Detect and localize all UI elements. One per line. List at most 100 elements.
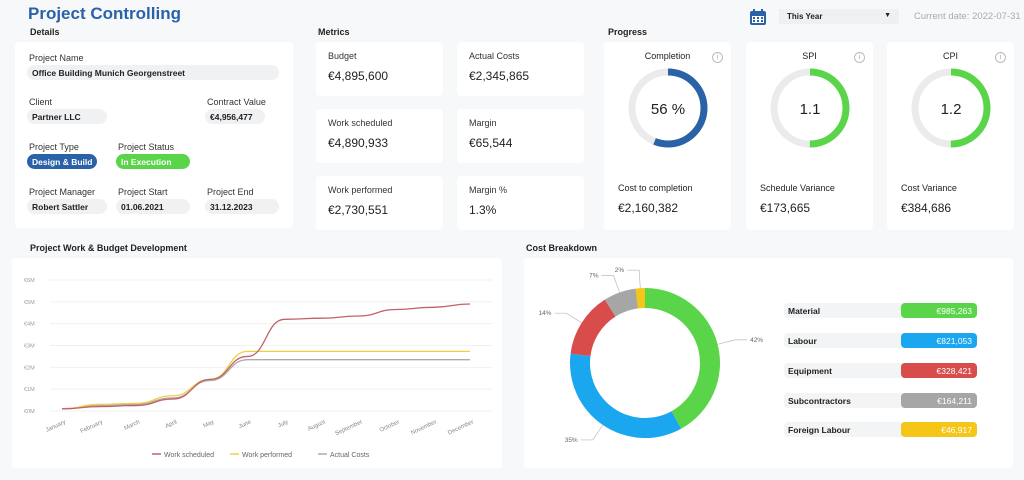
- gauge-value: 1.1: [800, 101, 821, 118]
- end-label: Project End: [207, 187, 254, 197]
- x-tick-label: July: [277, 419, 289, 429]
- metric-value: €4,890,933: [328, 136, 389, 150]
- metric-value: €4,895,600: [328, 69, 389, 83]
- metric-label: Margin %: [469, 185, 508, 195]
- x-tick-label: March: [123, 419, 141, 431]
- y-tick-label: €6M: [24, 278, 35, 284]
- progress-card: CPI i 1.2 Cost Variance €384,686: [887, 42, 1014, 230]
- donut-slice[interactable]: [635, 288, 645, 309]
- x-tick-label: September: [334, 419, 363, 437]
- gauge-value: 1.2: [941, 101, 962, 118]
- x-tick-label: October: [379, 419, 401, 433]
- contract-value-label: Contract Value: [207, 97, 266, 107]
- gauge-arc: [770, 68, 850, 148]
- cost-value-badge: €328,421: [901, 363, 977, 378]
- cost-value-badge: €164,211: [901, 393, 977, 408]
- project-name: Office Building Munich Georgenstreet: [27, 65, 279, 80]
- variance-value: €384,686: [901, 201, 952, 215]
- x-tick-label: May: [202, 419, 215, 429]
- series-line: [61, 359, 470, 410]
- slice-leader-line: [580, 424, 604, 441]
- current-date: Current date: 2022-07-31: [914, 11, 1021, 22]
- progress-label: Completion: [644, 51, 691, 61]
- client-label: Client: [29, 97, 53, 107]
- cost-category: Equipment: [788, 366, 832, 376]
- x-tick-label: January: [45, 419, 67, 433]
- cost-legend-row: Equipment €328,421: [784, 363, 977, 378]
- legend-label[interactable]: Work performed: [242, 452, 292, 459]
- line-chart-card: €0M €1M €2M €3M €4M €5M €6M January February Marc…: [12, 258, 502, 468]
- caret-down-icon: ▼: [884, 12, 891, 19]
- donut-slice[interactable]: [570, 353, 682, 439]
- metric-card: Margin % 1.3%: [457, 176, 584, 230]
- metric-value: €65,544: [469, 136, 513, 150]
- x-tick-label: August: [307, 419, 327, 432]
- y-tick-label: €5M: [24, 300, 35, 306]
- slice-leader-line: [554, 312, 582, 324]
- y-tick-label: €1M: [24, 387, 35, 393]
- calendar-icon[interactable]: [749, 8, 767, 26]
- start-date: 01.06.2021: [116, 199, 190, 214]
- cost-category: Material: [788, 306, 821, 316]
- metric-label: Work scheduled: [328, 118, 393, 128]
- manager-label: Project Manager: [29, 187, 96, 197]
- x-tick-label: November: [410, 419, 438, 436]
- period-select[interactable]: This Year ▼: [779, 9, 899, 24]
- variance-value: €2,160,382: [618, 201, 679, 215]
- metric-label: Margin: [469, 118, 497, 128]
- slice-percent-label: 7%: [589, 272, 599, 279]
- metric-label: Budget: [328, 51, 357, 61]
- donut-slice[interactable]: [645, 288, 720, 429]
- metric-value: 1.3%: [469, 203, 497, 217]
- gauge-value: 56 %: [651, 101, 685, 118]
- cost-legend-row: Subcontractors €164,211: [784, 393, 977, 408]
- progress-label: CPI: [942, 51, 958, 61]
- metric-card: Actual Costs €2,345,865: [457, 42, 584, 96]
- metric-card: Work performed €2,730,551: [316, 176, 443, 230]
- project-name-label: Project Name: [29, 53, 84, 63]
- info-icon[interactable]: i: [712, 52, 723, 63]
- info-icon[interactable]: i: [854, 52, 865, 63]
- x-tick-label: June: [238, 419, 253, 430]
- slice-leader-line: [717, 339, 748, 345]
- start-label: Project Start: [118, 187, 168, 197]
- cost-category: Foreign Labour: [788, 425, 851, 435]
- legend-label[interactable]: Work scheduled: [164, 452, 214, 459]
- line-chart-title: Project Work & Budget Development: [30, 243, 187, 253]
- cost-legend-row: Labour €821,053: [784, 333, 977, 348]
- cost-category: Labour: [788, 336, 817, 346]
- project-type-label: Project Type: [29, 142, 79, 152]
- progress-heading: Progress: [608, 27, 648, 37]
- info-icon[interactable]: i: [995, 52, 1006, 63]
- metric-card: Margin €65,544: [457, 109, 584, 163]
- variance-value: €173,665: [760, 201, 811, 215]
- donut-slice[interactable]: [570, 299, 616, 357]
- line-chart: €0M €1M €2M €3M €4M €5M €6M January February Marc…: [24, 278, 492, 459]
- slice-percent-label: 35%: [565, 437, 578, 444]
- slice-percent-label: 14%: [538, 310, 551, 317]
- y-tick-label: €2M: [24, 365, 35, 371]
- contract-value: €4,956,477: [205, 109, 265, 124]
- details-card: Project Name Office Building Munich Geor…: [15, 42, 293, 228]
- x-tick-label: February: [80, 419, 104, 435]
- cost-legend-row: Foreign Labour €46,917: [784, 422, 977, 437]
- metric-card: Budget €4,895,600: [316, 42, 443, 96]
- series-line: [61, 350, 470, 410]
- end-date: 31.12.2023: [205, 199, 279, 214]
- metric-value: €2,730,551: [328, 203, 389, 217]
- project-type-badge: Design & Build: [27, 154, 98, 169]
- y-tick-label: €0M: [24, 409, 35, 415]
- progress-card: Completion i 56 % Cost to completion €2,…: [604, 42, 731, 230]
- progress-label: SPI: [802, 51, 817, 61]
- progress-gauge: 56 %: [628, 68, 708, 148]
- period-value: This Year: [787, 12, 823, 21]
- x-tick-label: December: [447, 419, 475, 436]
- variance-label: Cost Variance: [901, 183, 957, 193]
- metric-label: Work performed: [328, 185, 393, 195]
- legend-label[interactable]: Actual Costs: [330, 452, 370, 459]
- variance-label: Schedule Variance: [760, 183, 835, 193]
- cost-value-badge: €985,263: [901, 303, 977, 318]
- cost-category: Subcontractors: [788, 396, 851, 406]
- client: Partner LLC: [27, 109, 107, 124]
- donut-slice[interactable]: [604, 288, 639, 317]
